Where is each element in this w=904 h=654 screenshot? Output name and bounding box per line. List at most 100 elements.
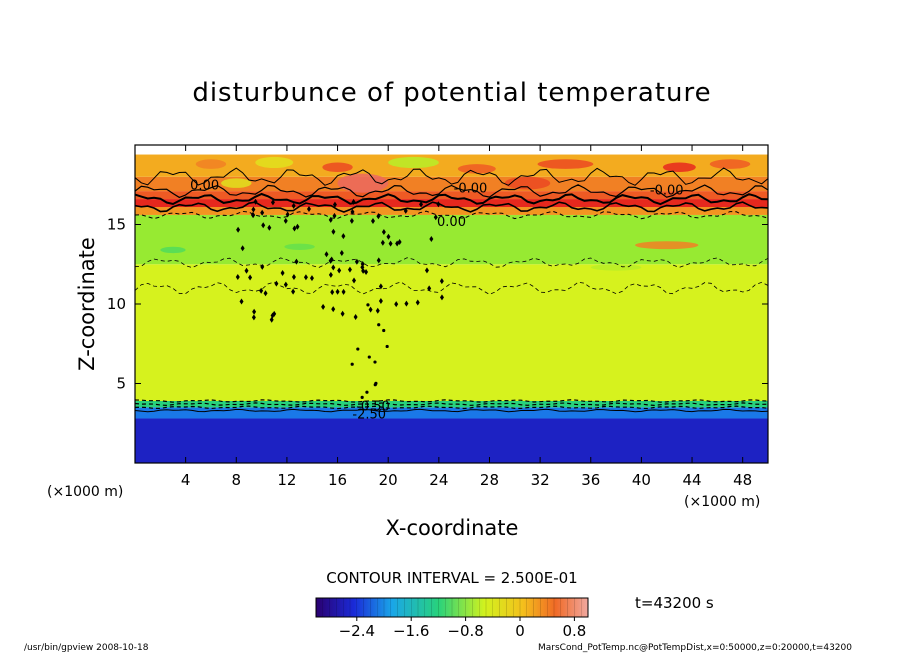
plume-feature-7 — [341, 288, 346, 295]
plume-feature-12 — [260, 263, 265, 270]
column-feature-5 — [382, 328, 386, 333]
plume-feature-37 — [419, 201, 424, 208]
y-tick-label-1: 10 — [107, 295, 126, 313]
plume-feature-17 — [330, 289, 335, 296]
plume-feature-34 — [291, 288, 296, 295]
column-feature-2 — [373, 360, 377, 364]
column-feature-1 — [385, 344, 389, 349]
colorbar-tick-label-0: −2.4 — [339, 622, 375, 640]
field-blob-7 — [709, 159, 751, 169]
plume-feature-88 — [351, 198, 356, 205]
contour-line-8 — [135, 402, 768, 407]
plume-feature-18 — [352, 277, 357, 284]
contour-label-1: -0.00 — [454, 182, 488, 197]
plume-feature-47 — [253, 198, 258, 205]
footer-left: /usr/bin/gpview 2008-10-18 — [24, 643, 149, 653]
contour-label-4: -0.50 — [356, 400, 390, 415]
field-layer-9 — [135, 154, 768, 177]
plume-feature-1 — [259, 287, 264, 294]
plume-feature-59 — [415, 299, 420, 306]
plume-feature-45 — [235, 273, 240, 280]
x-tick-label-11: 48 — [733, 471, 752, 489]
column-feature-9 — [374, 381, 378, 385]
column-feature-4 — [367, 355, 371, 359]
contour-labels: 0.00 -0.00 -0.00 0.00 -0.50-2.50 — [190, 179, 683, 423]
field-layer-6 — [135, 199, 768, 208]
plume-feature-80 — [347, 266, 352, 273]
plume-feature-6 — [375, 307, 380, 314]
plume-feature-41 — [303, 274, 308, 281]
x-tick-label-10: 44 — [682, 471, 701, 489]
contour-line-2 — [135, 201, 768, 213]
field-layer-7 — [135, 191, 768, 200]
field-layer-5 — [135, 207, 768, 215]
plume-feature-87 — [403, 207, 408, 214]
field-blob-13 — [284, 243, 315, 250]
field-blob-4 — [457, 164, 496, 174]
contour-line-10 — [135, 408, 768, 413]
field-blob-0 — [195, 159, 227, 169]
x-unit-left: (×1000 m) — [47, 484, 123, 500]
plume-feature-30 — [439, 278, 444, 285]
plume-feature-51 — [427, 285, 432, 292]
plume-feature-35 — [394, 301, 399, 308]
heatmap-field — [135, 154, 768, 463]
plume-feature-86 — [341, 233, 346, 240]
field-blob-1 — [255, 156, 294, 169]
x-tick-label-8: 36 — [581, 471, 600, 489]
contour-line-7 — [135, 399, 768, 403]
plume-feature-52 — [239, 298, 244, 305]
x-tick-label-3: 16 — [328, 471, 347, 489]
plume-feature-15 — [378, 283, 383, 290]
plume-feature-73 — [291, 274, 296, 281]
plume-feature-32 — [328, 216, 333, 223]
plume-feature-5 — [295, 223, 300, 230]
x-tick-label-0: 4 — [181, 471, 191, 489]
chart-title: disturbunce of potential temperature — [192, 78, 711, 108]
plume-feature-75 — [252, 308, 257, 315]
plume-feature-33 — [331, 264, 336, 271]
plume-feature-60 — [340, 310, 345, 317]
plume-feature-89 — [370, 217, 375, 224]
field-layer-3 — [135, 264, 768, 401]
plume-feature-50 — [261, 222, 266, 229]
plume-feature-77 — [240, 245, 245, 252]
plume-feature-62 — [248, 274, 253, 281]
field-layer-4 — [135, 214, 768, 265]
y-tick-label-2: 15 — [107, 216, 126, 234]
contour-line-3 — [135, 210, 768, 220]
column-feature-6 — [350, 362, 354, 366]
plume-feature-31 — [328, 257, 333, 264]
contour-label-0: 0.00 — [190, 179, 219, 194]
colorbar-tick-label-4: 0.8 — [562, 622, 586, 640]
plume-feature-9 — [354, 258, 359, 265]
column-feature-7 — [366, 303, 370, 307]
plume-feature-85 — [424, 267, 429, 274]
plume-feature-40 — [353, 314, 358, 321]
x-tick-label-4: 20 — [379, 471, 398, 489]
column-feature-10 — [356, 347, 360, 351]
y-axis-ticks: 5 10 15 — [107, 216, 768, 393]
field-blob-10 — [504, 176, 551, 190]
plume-feature-27 — [331, 306, 336, 313]
plume-feature-72 — [388, 240, 393, 247]
x-tick-label-5: 24 — [429, 471, 448, 489]
plume-feature-83 — [429, 236, 434, 243]
colorbar-tick-label-2: −0.8 — [447, 622, 483, 640]
plume-feature-26 — [263, 290, 268, 297]
contour-label-5: -2.50 — [352, 407, 386, 422]
plume-feature-14 — [324, 251, 329, 258]
plume-feature-20 — [309, 275, 314, 282]
plume-feature-84 — [332, 201, 337, 208]
colorbar-stripes — [322, 598, 582, 617]
colorbar: −2.4 −1.6 −0.8 0 0.8 — [315, 597, 589, 640]
plume-feature-16 — [270, 199, 275, 206]
colorbar-tick-label-3: 0 — [515, 622, 525, 640]
plume-feature-13 — [439, 294, 444, 301]
x-tick-label-1: 8 — [232, 471, 242, 489]
plume-feature-82 — [376, 257, 381, 264]
plume-feature-0 — [339, 250, 344, 257]
plume-feature-56 — [270, 312, 275, 319]
plume-feature-58 — [349, 217, 354, 224]
